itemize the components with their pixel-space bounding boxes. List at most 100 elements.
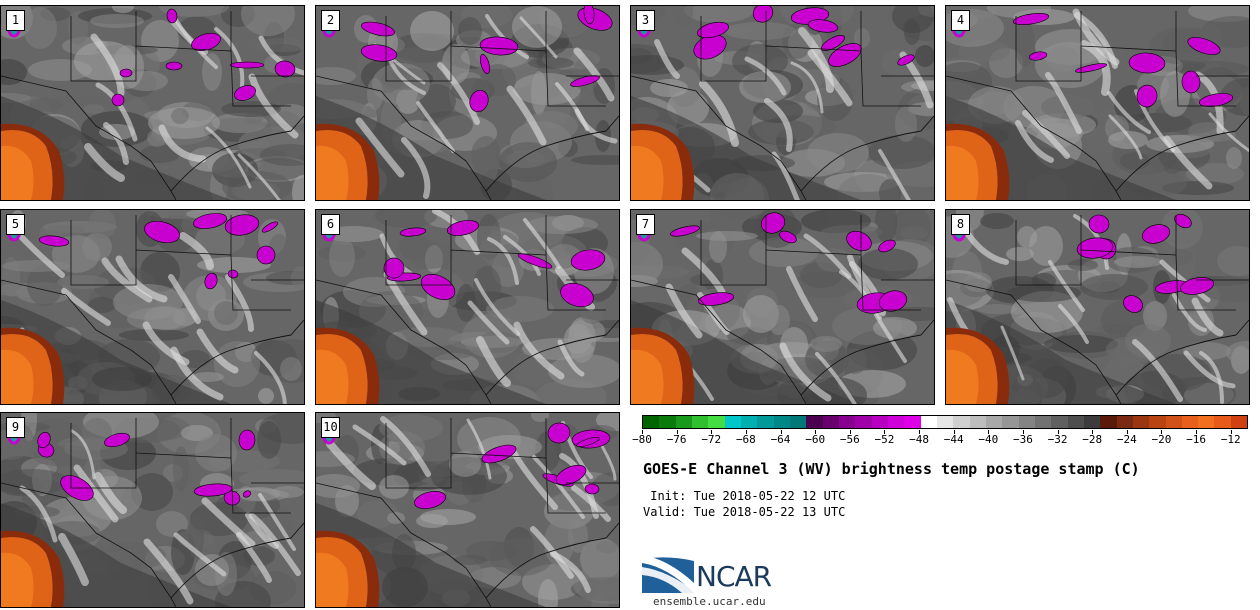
colorbar-tick-label: −48 [909, 433, 929, 446]
logo-text: NCAR [696, 560, 772, 593]
colorbar-swatch [920, 416, 937, 428]
colorbar-tick-label: −64 [770, 433, 791, 446]
colorbar-swatch [1165, 416, 1182, 428]
colorbar-swatch [643, 416, 660, 428]
colorbar-swatch [855, 416, 872, 428]
member-number: 4 [951, 10, 970, 31]
colorbar-swatch [1083, 416, 1101, 428]
colorbar-tick-label: −68 [735, 433, 756, 446]
colorbar-tick-label: −12 [1220, 433, 1241, 446]
colorbar-tick [988, 430, 990, 434]
member-panel-6: 6 [315, 209, 620, 405]
colorbar-swatch [1034, 416, 1052, 428]
colorbar-tick [1126, 430, 1128, 434]
ncar-logo-icon [642, 555, 694, 593]
colorbar-tick [1022, 430, 1024, 434]
colorbar-swatch [740, 416, 758, 428]
logo-url: ensemble.ucar.edu [653, 595, 766, 608]
colorbar-swatch [806, 416, 823, 428]
colorbar-tick [953, 430, 955, 434]
colorbar-ticks: −80 −76 −72 −68 −64 −60 −56 −52 −48 −44 −40 −36 −32 −… [632, 430, 1248, 452]
colorbar-tick [676, 430, 678, 434]
colorbar-swatch [789, 416, 807, 428]
colorbar-swatch [1018, 416, 1035, 428]
valid-time: Valid: Tue 2018-05-22 13 UTC [643, 505, 846, 519]
colorbar-tick [711, 430, 713, 434]
member-panel-1: 1 [0, 5, 305, 201]
colorbar-swatch [887, 416, 905, 428]
colorbar-tick-label: −52 [874, 433, 895, 446]
colorbar-tick-label: −36 [1012, 433, 1033, 446]
member-number: 8 [951, 214, 970, 235]
colorbar-tick [1057, 430, 1059, 434]
colorbar-swatch [1067, 416, 1084, 428]
colorbar [642, 415, 1248, 429]
member-number: 9 [6, 417, 25, 438]
colorbar-swatch [708, 416, 725, 428]
colorbar-swatch [969, 416, 986, 428]
colorbar-swatch [936, 416, 954, 428]
colorbar-tick-label: −72 [701, 433, 722, 446]
colorbar-tick-label: −20 [1151, 433, 1172, 446]
colorbar-swatch [724, 416, 741, 428]
member-number: 5 [6, 214, 25, 235]
colorbar-swatch [1051, 416, 1068, 428]
colorbar-swatch [1132, 416, 1150, 428]
colorbar-swatch [1149, 416, 1166, 428]
colorbar-swatch [1230, 416, 1248, 428]
colorbar-tick [1161, 430, 1163, 434]
member-panel-9: 9 [0, 412, 305, 608]
colorbar-swatch [773, 416, 790, 428]
colorbar-swatch [757, 416, 774, 428]
colorbar-swatch [691, 416, 709, 428]
colorbar-tick [745, 430, 747, 434]
colorbar-swatch [675, 416, 692, 428]
colorbar-swatch [838, 416, 856, 428]
member-number: 7 [636, 214, 655, 235]
colorbar-swatch [1116, 416, 1133, 428]
colorbar-tick-label: −32 [1047, 433, 1068, 446]
member-panel-7: 7 [630, 209, 935, 405]
member-panel-10: 10 [315, 412, 620, 608]
colorbar-tick-label: −40 [978, 433, 999, 446]
member-number: 1 [6, 10, 25, 31]
colorbar-swatch [1002, 416, 1019, 428]
member-number: 10 [321, 417, 340, 438]
colorbar-tick-label: −24 [1116, 433, 1137, 446]
colorbar-tick [1092, 430, 1094, 434]
colorbar-tick [780, 430, 782, 434]
colorbar-tick-label: −80 [632, 433, 652, 446]
colorbar-tick-label: −16 [1186, 433, 1206, 446]
colorbar-swatch [871, 416, 888, 428]
figure-title: GOES-E Channel 3 (WV) brightness temp po… [643, 460, 1140, 478]
colorbar-swatch [985, 416, 1003, 428]
member-panel-3: 3 [630, 5, 935, 201]
colorbar-swatch [953, 416, 970, 428]
member-number: 3 [636, 10, 655, 31]
member-panel-8: 8 [945, 209, 1250, 405]
colorbar-tick [884, 430, 886, 434]
colorbar-swatch [1181, 416, 1199, 428]
colorbar-swatch [659, 416, 676, 428]
colorbar-tick [919, 430, 921, 434]
member-number: 2 [321, 10, 340, 31]
member-panel-2: 2 [315, 5, 620, 201]
colorbar-swatch [1214, 416, 1231, 428]
colorbar-tick-label: −60 [805, 433, 826, 446]
colorbar-tick [1196, 430, 1198, 434]
colorbar-tick-label: −44 [943, 433, 964, 446]
colorbar-tick [849, 430, 851, 434]
init-time: Init: Tue 2018-05-22 12 UTC [643, 489, 846, 503]
colorbar-tick [1230, 430, 1232, 434]
colorbar-swatch [904, 416, 921, 428]
member-panel-5: 5 [0, 209, 305, 405]
colorbar-swatch [1100, 416, 1117, 428]
colorbar-tick [642, 430, 643, 434]
colorbar-swatch [822, 416, 839, 428]
member-number: 6 [321, 214, 340, 235]
colorbar-tick-label: −56 [839, 433, 860, 446]
colorbar-tick-label: −28 [1082, 433, 1103, 446]
colorbar-tick [815, 430, 817, 434]
member-panel-4: 4 [945, 5, 1250, 201]
colorbar-tick-label: −76 [666, 433, 687, 446]
